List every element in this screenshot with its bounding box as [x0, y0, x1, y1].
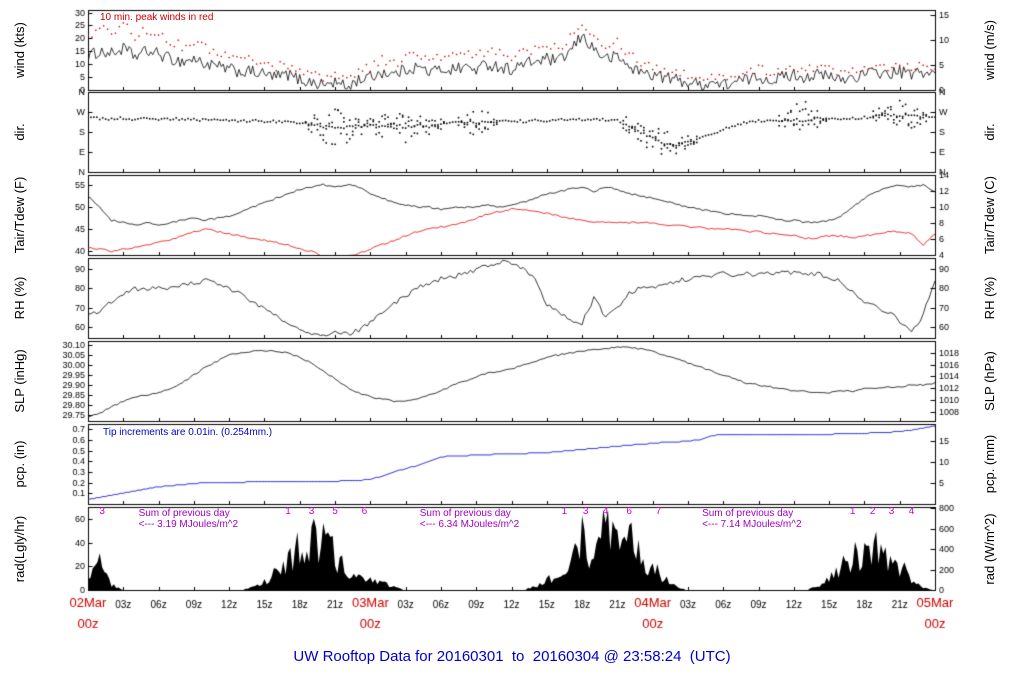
- pcp-tip-note: Tip increments are 0.01in. (0.254mm.): [103, 427, 273, 438]
- wind-peak-note: 10 min. peak winds in red: [100, 12, 214, 23]
- figure-title: UW Rooftop Data for 20160301 to 20160304…: [293, 648, 731, 665]
